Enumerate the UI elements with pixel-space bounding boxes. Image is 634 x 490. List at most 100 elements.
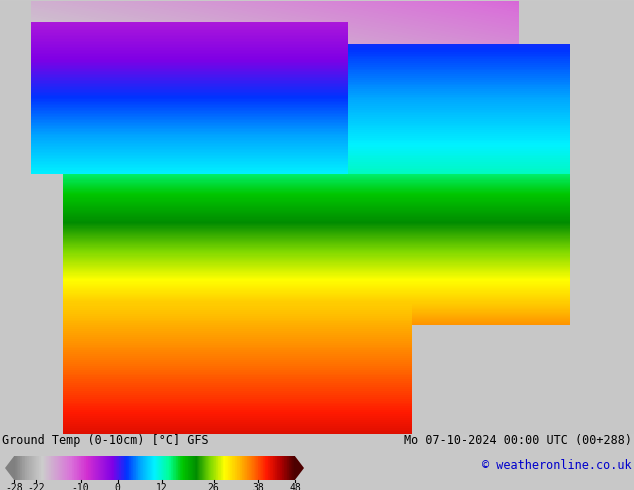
Bar	[263, 456, 264, 480]
Bar	[55, 456, 56, 480]
Bar	[40, 456, 41, 480]
Bar	[75, 456, 76, 480]
Bar	[134, 456, 135, 480]
Bar	[49, 456, 50, 480]
Bar	[268, 456, 269, 480]
Bar	[98, 456, 99, 480]
Bar	[171, 456, 172, 480]
Bar	[120, 456, 121, 480]
Bar	[202, 456, 203, 480]
Bar	[257, 456, 258, 480]
Bar	[139, 456, 140, 480]
Bar	[235, 456, 236, 480]
Bar	[20, 456, 21, 480]
Bar	[104, 456, 105, 480]
Bar	[175, 456, 176, 480]
Bar	[128, 456, 129, 480]
Bar	[235, 456, 236, 480]
Bar	[194, 456, 195, 480]
Bar	[148, 456, 149, 480]
Bar	[204, 456, 205, 480]
Bar	[54, 456, 55, 480]
Bar	[122, 456, 123, 480]
Bar	[91, 456, 93, 480]
Bar	[228, 456, 229, 480]
Bar	[150, 456, 152, 480]
Bar	[89, 456, 90, 480]
Bar	[151, 456, 152, 480]
Bar	[292, 456, 293, 480]
Bar	[189, 456, 190, 480]
Bar	[165, 456, 166, 480]
Bar	[93, 456, 94, 480]
Bar	[51, 456, 52, 480]
Bar	[15, 456, 16, 480]
Bar	[107, 456, 108, 480]
Bar	[269, 456, 270, 480]
Bar	[206, 456, 207, 480]
Text: Mo 07-10-2024 00:00 UTC (00+288): Mo 07-10-2024 00:00 UTC (00+288)	[404, 434, 632, 447]
Bar	[41, 456, 42, 480]
Bar	[81, 456, 82, 480]
Bar	[96, 456, 97, 480]
Bar	[156, 456, 157, 480]
Bar	[31, 456, 32, 480]
Bar	[236, 456, 238, 480]
Bar	[126, 456, 127, 480]
Bar	[283, 456, 284, 480]
Bar	[141, 456, 142, 480]
Bar	[184, 456, 185, 480]
Bar	[243, 456, 245, 480]
Bar	[145, 456, 146, 480]
Bar	[143, 456, 145, 480]
Bar	[169, 456, 171, 480]
Bar	[172, 456, 173, 480]
Bar	[164, 456, 165, 480]
Bar	[72, 456, 74, 480]
Bar	[53, 456, 54, 480]
Bar	[155, 456, 156, 480]
Bar	[289, 456, 290, 480]
Bar	[66, 456, 67, 480]
Bar	[165, 456, 167, 480]
Bar	[129, 456, 130, 480]
Bar	[256, 456, 257, 480]
Bar	[144, 456, 145, 480]
Bar	[48, 456, 49, 480]
Bar	[135, 456, 136, 480]
Bar	[181, 456, 182, 480]
Bar	[70, 456, 71, 480]
Bar	[113, 456, 115, 480]
Bar	[22, 456, 23, 480]
Bar	[85, 456, 86, 480]
Bar	[127, 456, 128, 480]
Bar	[110, 456, 111, 480]
Bar	[252, 456, 253, 480]
Bar	[61, 456, 63, 480]
Bar	[160, 456, 161, 480]
Bar	[176, 456, 177, 480]
Bar	[28, 456, 29, 480]
Bar	[117, 456, 119, 480]
Bar	[77, 456, 78, 480]
Bar	[177, 456, 178, 480]
Bar	[97, 456, 98, 480]
Bar	[133, 456, 134, 480]
Bar	[245, 456, 246, 480]
Bar	[256, 456, 257, 480]
Bar	[249, 456, 250, 480]
Bar	[268, 456, 269, 480]
Bar	[92, 456, 93, 480]
Bar	[133, 456, 134, 480]
Bar	[195, 456, 197, 480]
Bar	[258, 456, 259, 480]
Bar	[82, 456, 83, 480]
Bar	[139, 456, 141, 480]
Bar	[209, 456, 210, 480]
Bar	[272, 456, 273, 480]
Text: Ground Temp (0-10cm) [°C] GFS: Ground Temp (0-10cm) [°C] GFS	[2, 434, 209, 447]
Bar	[282, 456, 283, 480]
Bar	[79, 456, 80, 480]
Bar	[95, 456, 96, 480]
Bar	[100, 456, 101, 480]
